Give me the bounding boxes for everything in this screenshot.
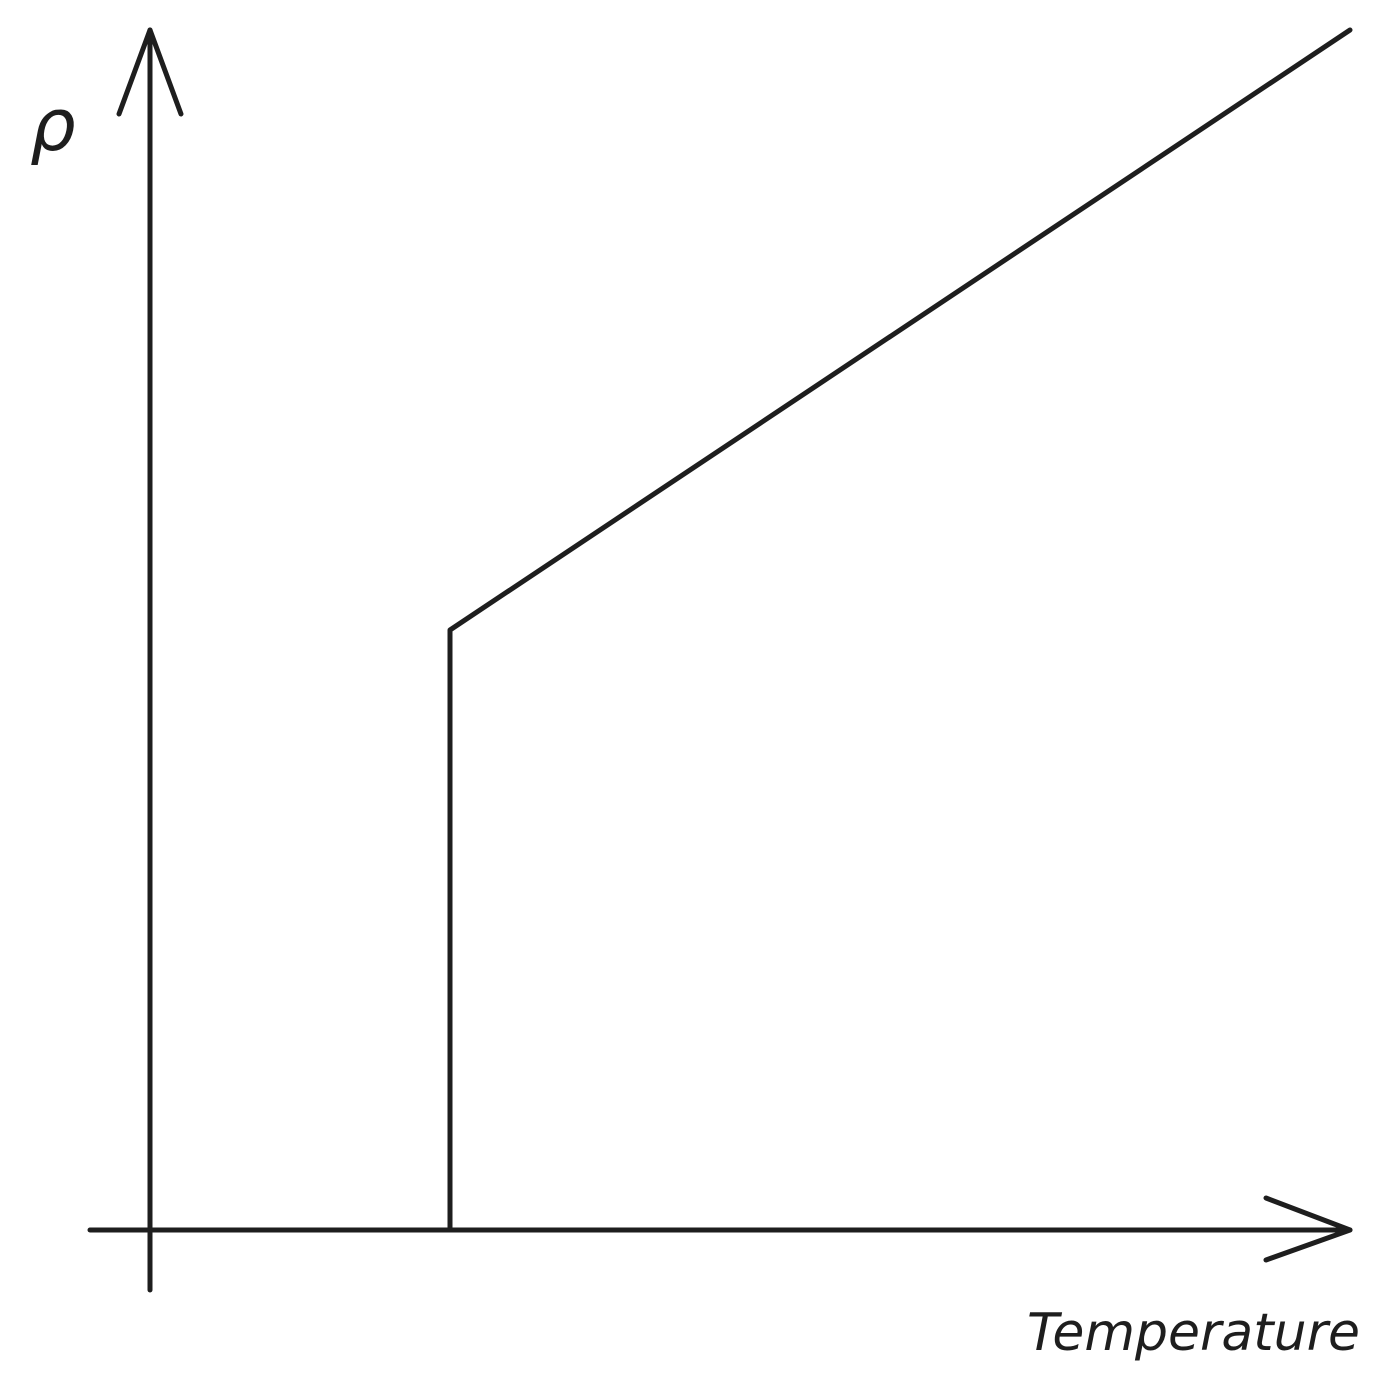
x-axis-arrowhead bbox=[1263, 1195, 1353, 1263]
y-axis bbox=[116, 27, 184, 1293]
y-axis-label: ρ bbox=[30, 83, 76, 167]
x-axis bbox=[87, 1195, 1353, 1263]
x-axis-label: Temperature bbox=[1027, 1303, 1360, 1363]
series-line-0 bbox=[447, 27, 1353, 1233]
series-layer bbox=[447, 27, 1353, 1233]
y-axis-arrowhead bbox=[116, 27, 184, 117]
